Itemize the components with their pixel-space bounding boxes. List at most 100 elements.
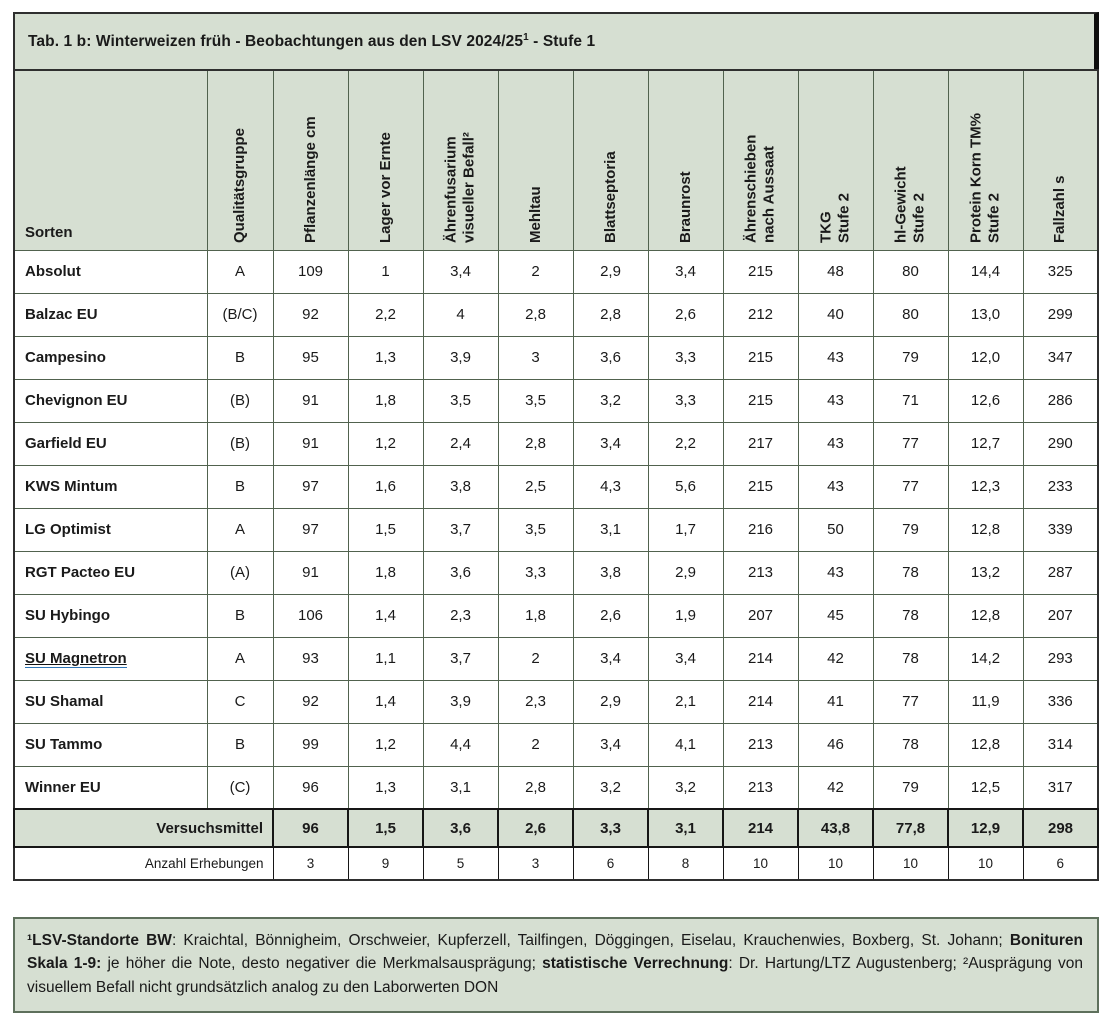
cell-fallzahl-s: 317 [1022, 765, 1099, 810]
cell-protein-korn-stufe2: 12,8 [947, 722, 1024, 767]
column-header-label: TKG Stufe 2 [817, 193, 853, 244]
column-header-braunrost: Braunrost [647, 69, 724, 251]
cell-pflanzenlaenge-cm: 93 [272, 636, 349, 681]
column-header-pflanzenlaenge-cm: Pflanzenlänge cm [272, 69, 349, 251]
column-header-label: hl-Gewicht Stufe 2 [892, 166, 928, 244]
counts-cell-braunrost: 8 [647, 846, 724, 881]
cell-tkg-stufe2: 43 [797, 464, 874, 509]
cell-pflanzenlaenge-cm: 99 [272, 722, 349, 767]
cell-braunrost: 2,9 [647, 550, 724, 595]
variety-name-cell: SU Tammo [13, 722, 208, 767]
table-row: Garfield EU (B) 91 1,2 2,4 2,8 3,4 2,2 217 43 77 12… [13, 421, 1099, 466]
cell-aehrenschieben: 217 [722, 421, 799, 466]
column-header-aehrenfusarium: Ährenfusarium visueller Befall² [422, 69, 499, 251]
table-title: Tab. 1 b: Winterweizen früh - Beobachtun… [13, 12, 1099, 69]
cell-aehrenfusarium: 2,3 [422, 593, 499, 638]
cell-aehrenfusarium: 2,4 [422, 421, 499, 466]
column-header-label: Protein Korn TM% Stufe 2 [967, 113, 1003, 244]
cell-protein-korn-stufe2: 11,9 [947, 679, 1024, 724]
cell-hl-gewicht-stufe2: 79 [872, 335, 949, 380]
summary-cell-aehrenschieben: 214 [722, 808, 799, 848]
cell-aehrenfusarium: 3,9 [422, 679, 499, 724]
counts-cell-aehrenschieben: 10 [722, 846, 799, 881]
cell-aehrenschieben: 213 [722, 550, 799, 595]
cell-aehrenschieben: 215 [722, 249, 799, 294]
cell-braunrost: 3,3 [647, 335, 724, 380]
cell-aehrenfusarium: 3,6 [422, 550, 499, 595]
cell-hl-gewicht-stufe2: 78 [872, 722, 949, 767]
results-table: Sorten Qualitätsgruppe Pflanzenlänge cm La… [13, 69, 1099, 881]
summary-row: Versuchsmittel 96 1,5 3,6 2,6 3,3 3,1 214 43,8 7… [13, 808, 1099, 848]
cell-braunrost: 3,4 [647, 636, 724, 681]
variety-link[interactable]: SU Magnetron [25, 650, 127, 668]
cell-blattseptoria: 2,8 [572, 292, 649, 337]
cell-braunrost: 2,6 [647, 292, 724, 337]
cell-aehrenschieben: 213 [722, 722, 799, 767]
cell-braunrost: 1,9 [647, 593, 724, 638]
cell-tkg-stufe2: 43 [797, 550, 874, 595]
variety-name-cell: SU Hybingo [13, 593, 208, 638]
table-header: Sorten Qualitätsgruppe Pflanzenlänge cm La… [13, 69, 1099, 251]
cell-lager-vor-ernte: 1,3 [347, 335, 424, 380]
cell-aehrenschieben: 215 [722, 378, 799, 423]
counts-row: Anzahl Erhebungen 3 9 5 3 6 8 10 10 10 10 6 [13, 846, 1099, 881]
table-body: Absolut A 109 1 3,4 2 2,9 3,4 215 48 80 14,4 325 Balz… [13, 249, 1099, 810]
cell-braunrost: 3,3 [647, 378, 724, 423]
summary-label: Versuchsmittel [13, 808, 274, 848]
table-row: Absolut A 109 1 3,4 2 2,9 3,4 215 48 80 14,4 325 [13, 249, 1099, 294]
cell-lager-vor-ernte: 1,2 [347, 421, 424, 466]
cell-aehrenfusarium: 3,1 [422, 765, 499, 810]
cell-hl-gewicht-stufe2: 78 [872, 636, 949, 681]
cell-pflanzenlaenge-cm: 92 [272, 679, 349, 724]
cell-braunrost: 1,7 [647, 507, 724, 552]
column-header-hl-gewicht-stufe2: hl-Gewicht Stufe 2 [872, 69, 949, 251]
column-header-mehltau: Mehltau [497, 69, 574, 251]
cell-aehrenschieben: 214 [722, 636, 799, 681]
summary-cell-protein-korn-stufe2: 12,9 [947, 808, 1024, 848]
cell-lager-vor-ernte: 1,4 [347, 679, 424, 724]
cell-aehrenschieben: 215 [722, 335, 799, 380]
counts-cell-fallzahl-s: 6 [1022, 846, 1099, 881]
cell-pflanzenlaenge-cm: 97 [272, 464, 349, 509]
cell-aehrenfusarium: 3,4 [422, 249, 499, 294]
cell-protein-korn-stufe2: 12,8 [947, 593, 1024, 638]
cell-tkg-stufe2: 42 [797, 636, 874, 681]
cell-braunrost: 2,1 [647, 679, 724, 724]
cell-fallzahl-s: 287 [1022, 550, 1099, 595]
cell-pflanzenlaenge-cm: 91 [272, 550, 349, 595]
title-superscript: 1 [523, 31, 529, 43]
cell-lager-vor-ernte: 1,5 [347, 507, 424, 552]
header-row: Sorten Qualitätsgruppe Pflanzenlänge cm La… [13, 69, 1099, 251]
table-row: LG Optimist A 97 1,5 3,7 3,5 3,1 1,7 216 50 79 12,8… [13, 507, 1099, 552]
table-row: SU Magnetron A 93 1,1 3,7 2 3,4 3,4 214 42 78 14,2 2… [13, 636, 1099, 681]
cell-lager-vor-ernte: 1,2 [347, 722, 424, 767]
cell-protein-korn-stufe2: 12,7 [947, 421, 1024, 466]
cell-tkg-stufe2: 41 [797, 679, 874, 724]
cell-protein-korn-stufe2: 12,0 [947, 335, 1024, 380]
cell-fallzahl-s: 347 [1022, 335, 1099, 380]
cell-fallzahl-s: 339 [1022, 507, 1099, 552]
cell-blattseptoria: 3,6 [572, 335, 649, 380]
cell-braunrost: 3,4 [647, 249, 724, 294]
summary-cell-braunrost: 3,1 [647, 808, 724, 848]
variety-name-cell: SU Shamal [13, 679, 208, 724]
cell-tkg-stufe2: 43 [797, 335, 874, 380]
cell-braunrost: 2,2 [647, 421, 724, 466]
cell-fallzahl-s: 336 [1022, 679, 1099, 724]
cell-aehrenschieben: 215 [722, 464, 799, 509]
cell-aehrenfusarium: 4,4 [422, 722, 499, 767]
cell-protein-korn-stufe2: 12,3 [947, 464, 1024, 509]
cell-qualitaetsgruppe: (B) [206, 421, 274, 466]
cell-fallzahl-s: 299 [1022, 292, 1099, 337]
variety-name-cell: Balzac EU [13, 292, 208, 337]
cell-lager-vor-ernte: 1,8 [347, 378, 424, 423]
table-row: Winner EU (C) 96 1,3 3,1 2,8 3,2 3,2 213 42 79 12,5… [13, 765, 1099, 810]
cell-qualitaetsgruppe: B [206, 593, 274, 638]
cell-protein-korn-stufe2: 12,5 [947, 765, 1024, 810]
footnote: ¹LSV-Standorte BW: Kraichtal, Bönnigheim… [13, 917, 1099, 1013]
counts-cell-protein-korn-stufe2: 10 [947, 846, 1024, 881]
cell-pflanzenlaenge-cm: 91 [272, 378, 349, 423]
cell-fallzahl-s: 233 [1022, 464, 1099, 509]
cell-pflanzenlaenge-cm: 96 [272, 765, 349, 810]
